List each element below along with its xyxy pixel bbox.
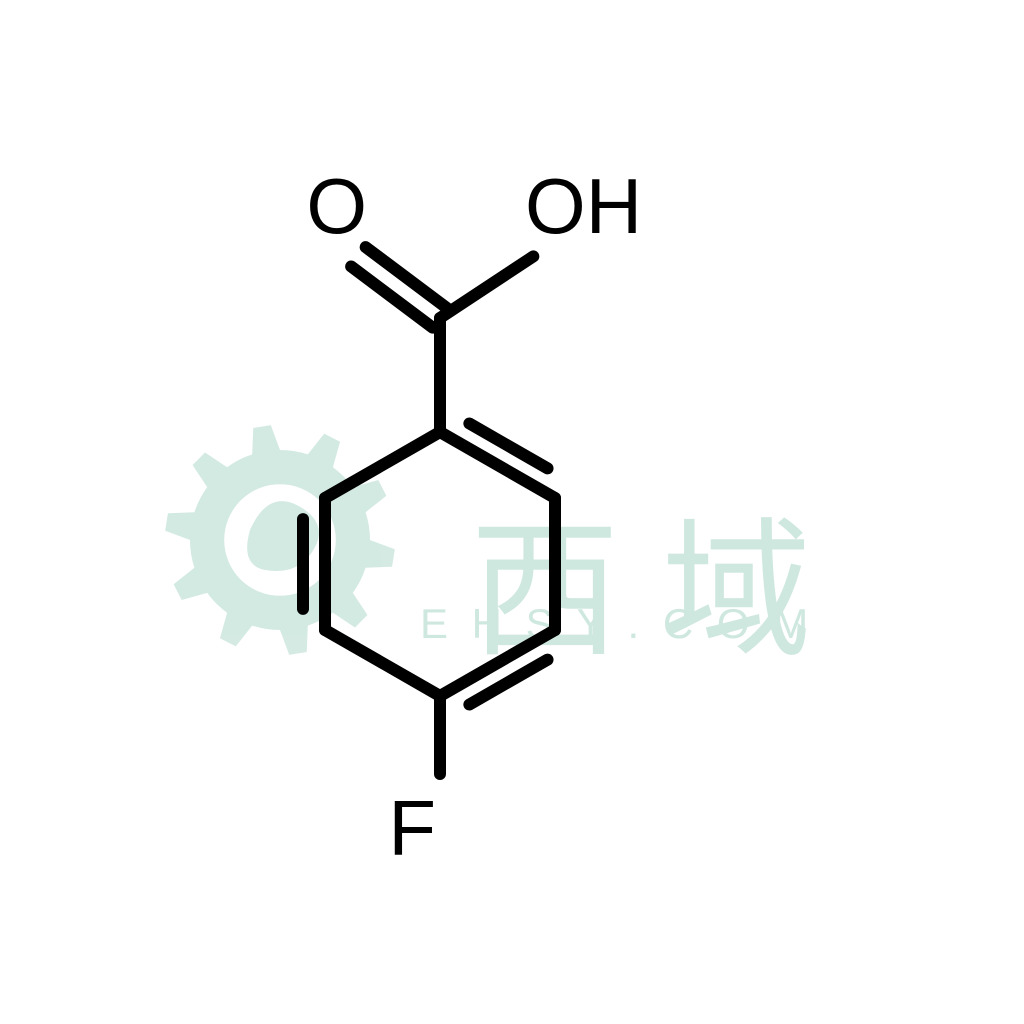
molecule-bonds <box>0 0 1024 1024</box>
atom-label-oxygen: O <box>306 167 367 245</box>
chemical-structure-figure: 西 域 E H S Y . C O M O OH F <box>0 0 1024 1024</box>
atom-label-hydroxyl: OH <box>525 167 642 245</box>
atom-label-fluorine: F <box>388 789 436 867</box>
